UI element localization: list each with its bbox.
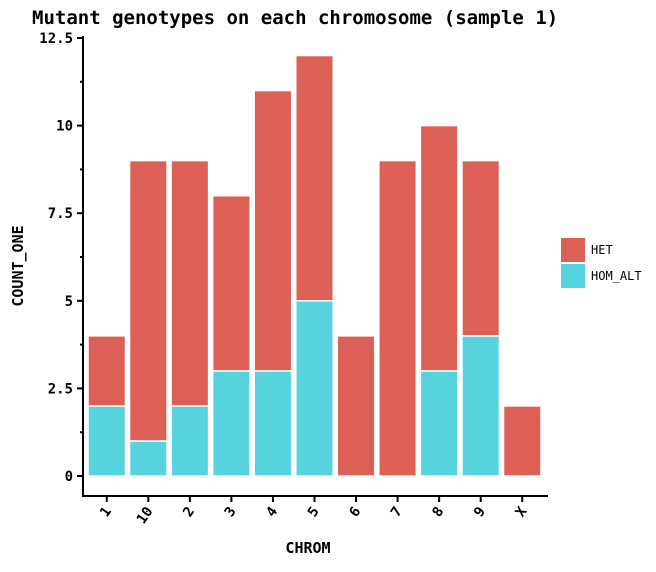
y-tick-label-10: 10: [56, 119, 73, 135]
y-tick-label-12.5: 12.5: [39, 31, 73, 47]
bar-hom-alt-10: [128, 440, 168, 477]
bar-het-10: [128, 159, 168, 442]
bar-het-1: [87, 335, 127, 407]
x-tick-label-10: 10: [134, 504, 157, 527]
legend-swatch-het: [561, 238, 585, 262]
bar-het-3: [211, 194, 251, 372]
x-tick-label-2: 2: [180, 504, 198, 520]
bar-het-x: [502, 405, 542, 477]
y-tick-label-2.5: 2.5: [48, 381, 73, 397]
legend-label-hom-alt: HOM_ALT: [591, 269, 642, 283]
bar-het-8: [419, 124, 459, 372]
bar-het-7: [378, 159, 418, 477]
bar-het-2: [170, 159, 210, 407]
bars-layer: [87, 54, 542, 477]
bar-hom-alt-4: [253, 370, 293, 477]
y-tick-label-7.5: 7.5: [48, 206, 73, 222]
bar-hom-alt-3: [211, 370, 251, 477]
bar-hom-alt-5: [295, 300, 334, 477]
x-tick-label-4: 4: [263, 504, 281, 520]
y-tick-label-0: 0: [65, 469, 73, 485]
x-tick-label-5: 5: [305, 504, 323, 520]
legend-label-het: HET: [591, 243, 613, 257]
x-tick-label-8: 8: [429, 504, 447, 520]
y-tick-label-5: 5: [65, 294, 73, 310]
bar-het-4: [253, 89, 293, 372]
bar-hom-alt-8: [419, 370, 459, 477]
bar-hom-alt-2: [170, 405, 210, 477]
legend-swatch-hom-alt: [561, 264, 585, 288]
x-axis-title: CHROM: [285, 539, 330, 557]
x-tick-label-3: 3: [222, 504, 240, 520]
bar-het-9: [461, 159, 501, 337]
bar-het-5: [295, 54, 334, 302]
bar-het-6: [336, 335, 376, 477]
chart-title: Mutant genotypes on each chromosome (sam…: [32, 7, 558, 29]
bar-hom-alt-9: [461, 335, 501, 477]
x-tick-label-9: 9: [471, 504, 489, 520]
x-tick-label-1: 1: [97, 504, 115, 520]
x-tick-label-7: 7: [388, 504, 406, 520]
x-tick-label-x: X: [513, 504, 531, 521]
y-axis-title: COUNT_ONE: [9, 225, 27, 306]
legend: HET HOM_ALT: [561, 238, 642, 288]
bar-hom-alt-1: [87, 405, 127, 477]
x-tick-label-6: 6: [346, 504, 364, 520]
